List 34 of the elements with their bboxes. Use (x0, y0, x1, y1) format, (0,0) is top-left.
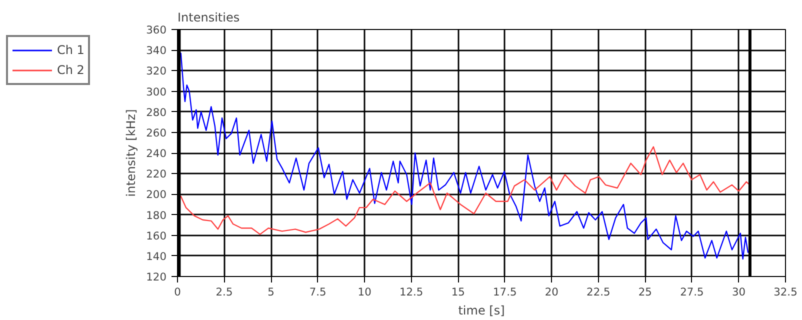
y-tick-label: 300 (146, 85, 167, 98)
line-series (178, 146, 750, 235)
y-tick-label: 360 (146, 24, 167, 36)
x-tick-label: 5 (268, 286, 274, 298)
line-series (178, 52, 749, 260)
y-tick-label: 120 (146, 270, 167, 284)
x-tick-label: 30 (732, 286, 746, 298)
y-tick-label: 200 (146, 188, 167, 202)
y-tick-label: 220 (146, 168, 167, 181)
x-tick-label: 25 (638, 286, 652, 298)
y-tick-label: 140 (146, 250, 167, 263)
legend-label: Ch 2 (57, 63, 84, 77)
chart-title: Intensities (178, 10, 240, 24)
x-tick-label: 0 (174, 286, 182, 298)
x-tick-label: 17.5 (493, 286, 517, 298)
y-axis-title: intensity [kHz] (124, 109, 138, 197)
legend-label: Ch 1 (57, 43, 84, 57)
x-axis-title: time [s] (458, 304, 505, 318)
y-tick-label: 180 (146, 208, 167, 222)
x-tick-label: 15 (451, 286, 465, 298)
x-tick-label: 12.5 (399, 286, 424, 298)
y-tick-label: 240 (146, 147, 167, 160)
y-tick-label: 260 (146, 126, 167, 140)
x-tick-label: 20 (544, 286, 559, 298)
x-tick-label: 27.5 (680, 286, 704, 298)
y-tick-label: 160 (146, 229, 167, 242)
x-tick-label: 7.5 (309, 286, 326, 298)
x-tick-label: 10 (358, 286, 372, 298)
y-tick-label: 280 (146, 106, 167, 119)
y-tick-label: 340 (146, 44, 167, 58)
y-tick-label: 320 (146, 64, 167, 78)
x-tick-label: 2.5 (216, 286, 233, 298)
x-tick-label: 32.5 (774, 286, 798, 298)
x-tick-label: 22.5 (586, 286, 610, 298)
